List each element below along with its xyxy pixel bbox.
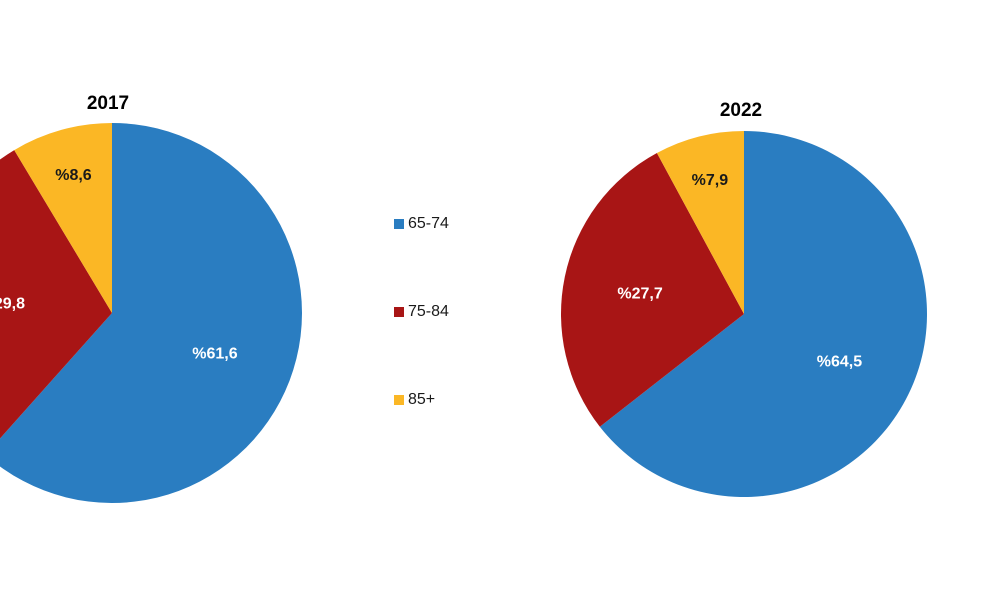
legend-swatch [394, 219, 404, 229]
pie-slice-65-74 [599, 131, 927, 497]
pie-chart-2017: %61,6 %29,8 %8,6 2017 [0, 93, 302, 503]
pie-chart-2022: %64,5 %27,7 %7,9 2022 [560, 100, 927, 497]
legend-item-85plus: 85+ [394, 388, 449, 412]
legend-label: 65-74 [408, 215, 449, 232]
pie-slice-65-74 [0, 123, 302, 503]
slice-label: %64,5 [817, 354, 862, 371]
slice-label: %61,6 [192, 345, 237, 362]
pie-slice-85+ [14, 123, 113, 313]
pie-slice-75-84 [560, 153, 744, 427]
slice-label: %8,6 [55, 167, 92, 184]
pie-slice-85+ [656, 131, 744, 314]
legend: 65-74 75-84 85+ [394, 212, 449, 476]
slice-label: %7,9 [692, 172, 729, 189]
slice-label: %29,8 [0, 296, 25, 313]
slice-label: %27,7 [617, 285, 662, 302]
pie-slice-75-84 [0, 150, 112, 439]
legend-swatch [394, 307, 404, 317]
pie-title: 2022 [720, 100, 762, 121]
legend-item-75-84: 75-84 [394, 300, 449, 324]
legend-swatch [394, 395, 404, 405]
legend-label: 75-84 [408, 303, 449, 320]
legend-item-65-74: 65-74 [394, 212, 449, 236]
legend-label: 85+ [408, 391, 436, 408]
pie-title: 2017 [87, 93, 129, 114]
